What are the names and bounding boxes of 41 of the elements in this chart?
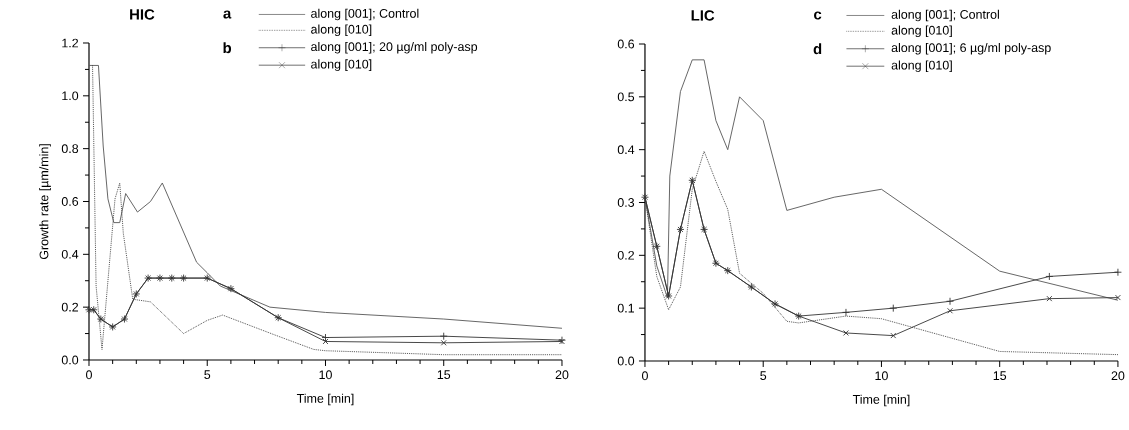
text: c xyxy=(814,11,822,20)
y-axis-title: Growth rate [µm/min] xyxy=(39,144,51,260)
legend-label: along [001]; 20 µg/ml poly-asp xyxy=(311,41,478,54)
y-tick-label: 0.2 xyxy=(61,302,79,312)
y-tick-label: 0.6 xyxy=(61,197,79,206)
legend-label: along [001]; 6 µg/ml poly-asp xyxy=(891,42,1051,55)
legend-label: along [010] xyxy=(891,60,952,72)
legend-label: along [010] xyxy=(311,59,372,71)
chart-title: LIC xyxy=(691,10,715,21)
annotation: d xyxy=(813,43,822,55)
x-axis-title: Time [min] xyxy=(852,394,910,407)
legend-label: along [010] xyxy=(891,25,952,38)
y-tick-label: 0.4 xyxy=(61,249,79,259)
x-tick-label: 10 xyxy=(319,370,332,380)
chart-title: HIC xyxy=(130,9,155,20)
annotation: b xyxy=(223,42,232,54)
y-tick-label: 0.2 xyxy=(617,250,634,260)
legend-label: along [010] xyxy=(311,24,372,37)
y-tick-label: 0.3 xyxy=(617,198,635,207)
x-tick-label: 20 xyxy=(1111,371,1125,381)
x-tick-label: 15 xyxy=(993,371,1007,381)
text: a xyxy=(223,10,232,19)
x-tick-label: 15 xyxy=(437,370,451,380)
y-tick-label: 0.5 xyxy=(617,92,635,102)
x-tick-label: 10 xyxy=(875,371,888,381)
x-tick-label: 0 xyxy=(86,370,92,380)
y-tick-label: 0.4 xyxy=(617,145,635,155)
legend-label: along [001]; Control xyxy=(891,9,999,22)
x-tick-label: 5 xyxy=(204,370,211,380)
y-tick-label: 1.2 xyxy=(62,38,79,48)
x-tick-label: 20 xyxy=(555,370,569,380)
x-tick-label: 0 xyxy=(641,371,648,381)
y-tick-label: 0.0 xyxy=(617,356,635,366)
y-tick-label: 0.0 xyxy=(61,355,79,365)
y-tick-label: 0.8 xyxy=(61,144,79,154)
x-axis-title: Time [min] xyxy=(296,393,354,406)
y-tick-label: 0.1 xyxy=(617,303,634,313)
legend-label: along [001]; Control xyxy=(311,8,419,21)
y-tick-label: 0.6 xyxy=(617,39,635,49)
y-tick-label: 1.0 xyxy=(62,91,79,101)
x-tick-label: 5 xyxy=(760,371,767,381)
